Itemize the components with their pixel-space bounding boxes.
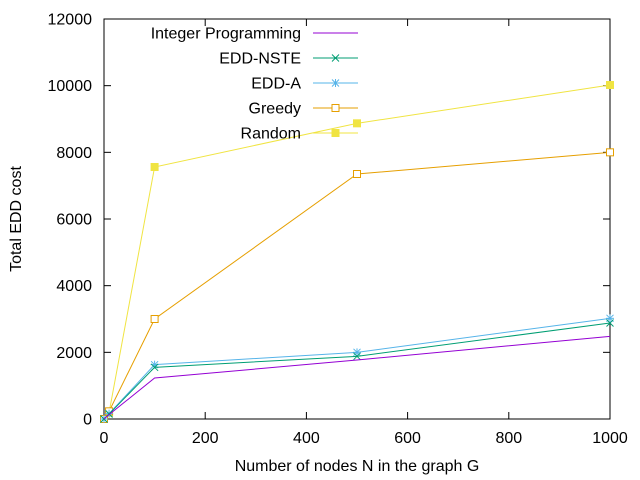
data-point-random <box>606 81 614 89</box>
data-point-edd-nste <box>150 363 159 372</box>
data-point-random <box>150 163 159 171</box>
legend: Integer Programming EDD-NSTE EDD-A Greedy Ra… <box>151 26 358 143</box>
marker-stroke <box>606 319 614 327</box>
y-tick-label: 8000 <box>56 145 92 162</box>
legend-label: Integer Programming <box>151 26 301 43</box>
data-point-edd-a <box>353 348 361 357</box>
marker-stroke <box>331 54 340 62</box>
legend-label: EDD-A <box>251 76 301 93</box>
x-tick-label: 1000 <box>592 430 628 447</box>
data-point-random <box>353 119 361 128</box>
legend-label: EDD-NSTE <box>219 51 301 68</box>
marker-stroke <box>353 352 361 361</box>
series-integer-programming <box>103 335 611 420</box>
y-tick-label: 2000 <box>56 345 92 362</box>
x-tick-label: 0 <box>100 430 109 447</box>
x-tick-label: 600 <box>394 430 421 447</box>
marker-stroke <box>150 363 159 372</box>
series-line-integer-programming <box>103 335 611 420</box>
axes: 0 200 400 600 800 100002000400060008000100001… <box>48 12 628 448</box>
data-point-greedy <box>606 148 614 157</box>
y-tick-label: 12000 <box>48 12 93 29</box>
y-tick-label: 4000 <box>56 278 92 295</box>
series-layer <box>100 81 614 423</box>
data-point-greedy <box>150 315 159 323</box>
y-axis-title: Total EDD cost <box>8 166 25 272</box>
x-tick-label: 400 <box>293 430 320 447</box>
legend-swatch-marker <box>331 54 340 62</box>
legend-label: Random <box>241 126 301 143</box>
x-axis-title: Number of nodes N in the graph G <box>235 458 480 475</box>
legend-swatch-marker <box>331 104 340 112</box>
y-tick-label: 0 <box>83 412 92 429</box>
y-tick-label: 6000 <box>56 212 92 229</box>
data-point-edd-nste <box>606 319 614 327</box>
data-point-edd-a <box>606 314 614 323</box>
y-tick-label: 10000 <box>48 78 93 95</box>
legend-swatch-marker <box>331 79 340 87</box>
x-tick-label: 200 <box>192 430 219 447</box>
legend-item-integer-programming: Integer Programming <box>151 26 358 43</box>
data-point-edd-nste <box>353 352 361 361</box>
data-point-greedy <box>353 170 361 178</box>
legend-item-greedy: Greedy <box>249 101 358 118</box>
legend-item-random: Random <box>241 126 358 143</box>
legend-swatch-marker <box>331 129 340 137</box>
legend-item-edd-a: EDD-A <box>251 76 358 93</box>
legend-label: Greedy <box>249 101 301 118</box>
legend-item-edd-nste: EDD-NSTE <box>219 51 358 68</box>
x-tick-label: 800 <box>495 430 522 447</box>
